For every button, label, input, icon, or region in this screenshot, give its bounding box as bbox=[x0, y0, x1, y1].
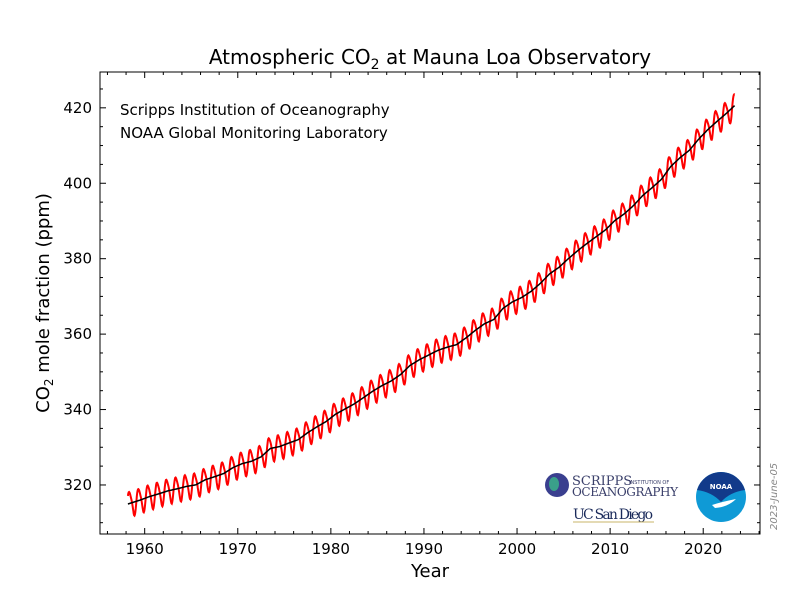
svg-text:SCRIPPS: SCRIPPS bbox=[572, 474, 632, 489]
svg-text:INSTITUTION OF: INSTITUTION OF bbox=[629, 480, 669, 486]
chart-title: Atmospheric CO2 at Mauna Loa Observatory bbox=[209, 45, 651, 73]
date-stamp: 2023-June-05 bbox=[769, 463, 780, 530]
y-tick-label: 360 bbox=[63, 325, 92, 343]
annotation-noaa: NOAA Global Monitoring Laboratory bbox=[120, 124, 388, 142]
ucsd-logo: UC San Diego bbox=[573, 507, 654, 523]
trend-co2-line bbox=[127, 105, 736, 505]
x-tick-label: 1960 bbox=[126, 540, 164, 558]
x-tick-label: 2020 bbox=[684, 540, 722, 558]
scripps-logo: SCRIPPS INSTITUTION OF OCEANOGRAPHY bbox=[545, 473, 679, 499]
svg-text:OCEANOGRAPHY: OCEANOGRAPHY bbox=[572, 485, 679, 499]
x-tick-label: 1990 bbox=[405, 540, 443, 558]
y-tick-label: 420 bbox=[63, 99, 92, 117]
plot-frame bbox=[99, 71, 761, 535]
y-tick-label: 320 bbox=[63, 476, 92, 494]
y-axis-label: CO2 mole fraction (ppm) bbox=[33, 193, 56, 413]
x-tick-label: 2000 bbox=[498, 540, 536, 558]
y-tick-label: 380 bbox=[63, 250, 92, 268]
monthly-co2-line bbox=[126, 93, 736, 518]
x-axis-label: Year bbox=[410, 561, 450, 582]
svg-text:UC San Diego: UC San Diego bbox=[573, 507, 653, 523]
x-tick-label: 1970 bbox=[219, 540, 257, 558]
annotation-scripps: Scripps Institution of Oceanography bbox=[120, 101, 390, 119]
noaa-logo: NOAA bbox=[696, 472, 746, 522]
svg-text:NOAA: NOAA bbox=[710, 483, 733, 491]
y-tick-label: 400 bbox=[63, 174, 92, 192]
x-tick-label: 2010 bbox=[591, 540, 629, 558]
y-tick-label: 340 bbox=[63, 401, 92, 419]
x-tick-label: 1980 bbox=[312, 540, 350, 558]
